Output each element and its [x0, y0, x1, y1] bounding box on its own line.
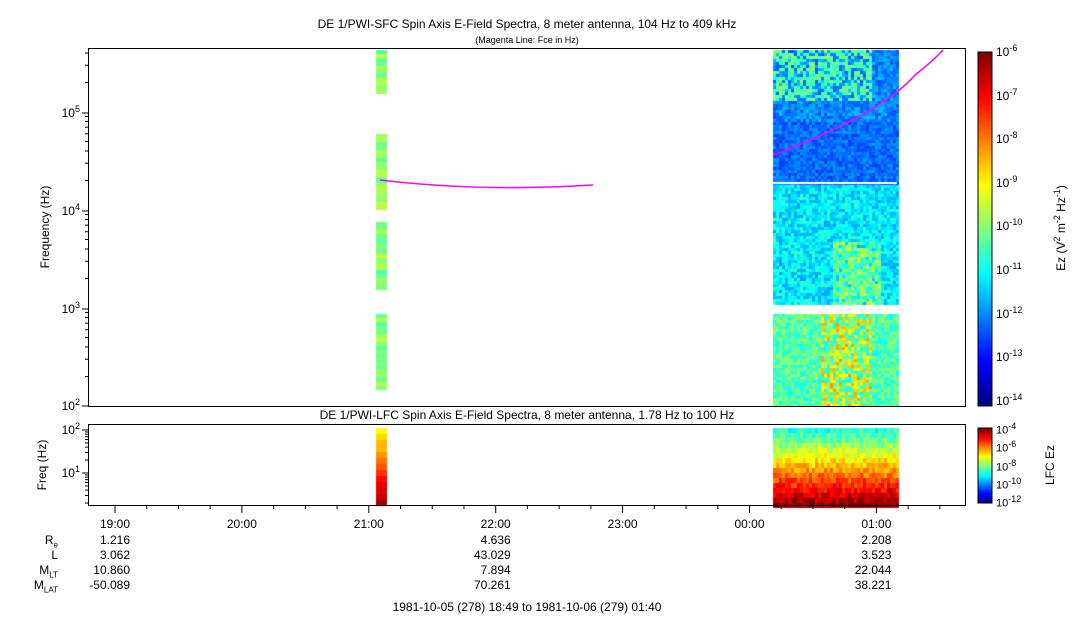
lfc-colorbar-tick: 10-4 [996, 421, 1017, 437]
lfc-colorbar-label: LFC Ez [1043, 445, 1057, 486]
sfc-title: DE 1/PWI-SFC Spin Axis E-Field Spectra, … [317, 17, 737, 31]
ephemeris-value: 7.894 [480, 563, 511, 577]
ephemeris-value: 70.261 [473, 578, 511, 592]
sfc-colorbar-tick: 10-12 [996, 304, 1023, 321]
x-tick-label: 22:00 [480, 517, 511, 531]
lfc-colorbar-tick: 10-12 [996, 494, 1022, 510]
ephemeris-value: 4.636 [480, 533, 511, 547]
ephemeris-value: 10.860 [93, 563, 130, 577]
ephemeris-value: 1.216 [99, 533, 130, 547]
ephemeris-label: Re [44, 533, 58, 550]
sfc-colorbar [977, 51, 993, 407]
sfc-colorbar-label: Ez (V2 m-2 Hz-1) [1052, 185, 1068, 271]
sfc-colorbar-tick: 10-13 [996, 348, 1023, 365]
sfc-plot-frame [88, 48, 966, 407]
lfc-plot-frame [88, 424, 966, 506]
x-tick-label: 00:00 [734, 517, 765, 531]
x-tick-label: 19:00 [99, 517, 131, 531]
x-tick-label: 20:00 [226, 517, 257, 531]
lfc-colorbar [977, 427, 993, 504]
x-tick-label: 21:00 [353, 517, 384, 531]
lfc-colorbar-tick: 10-8 [996, 457, 1017, 474]
sfc-colorbar-tick: 10-7 [996, 86, 1018, 103]
sfc-y-tick-label: 103 [61, 300, 80, 316]
ephemeris-label: MLT [39, 563, 58, 580]
sfc-colorbar-tick: 10-9 [996, 173, 1018, 190]
sfc-colorbar-tick: 10-6 [996, 43, 1018, 59]
ephemeris-value: 22.044 [854, 563, 892, 577]
sfc-y-tick-label: 104 [61, 202, 80, 218]
lfc-colorbar-tick: 10-10 [996, 475, 1022, 492]
ephemeris-value: 3.523 [861, 548, 892, 562]
lfc-y-tick-label: 101 [61, 464, 80, 480]
fce-line-segment [379, 179, 594, 189]
sfc-y-tick-label: 102 [61, 397, 80, 413]
sfc-colorbar-tick: 10-11 [996, 261, 1022, 277]
ephemeris-value: 2.208 [861, 533, 892, 547]
ephemeris-value: 43.029 [473, 548, 511, 562]
sfc-y-label: Frequency (Hz) [38, 185, 52, 269]
sfc-colorbar-tick: 10-8 [996, 130, 1018, 147]
sfc-subtitle: (Magenta Line: Fce in Hz) [475, 35, 579, 45]
ephemeris-value: -50.089 [89, 578, 130, 592]
sfc-colorbar-tick: 10-14 [996, 391, 1023, 408]
ephemeris-value: 38.221 [854, 578, 892, 592]
lfc-colorbar-tick: 10-6 [996, 439, 1017, 455]
x-tick-label: 01:00 [861, 517, 892, 531]
sfc-y-tick-label: 105 [61, 104, 80, 120]
ephemeris-label: MLAT [33, 578, 58, 595]
ephemeris-value: 3.062 [99, 548, 130, 562]
time-range: 1981-10-05 (278) 18:49 to 1981-10-06 (27… [392, 600, 662, 614]
ephemeris-label: L [51, 548, 58, 562]
sfc-colorbar-tick: 10-10 [996, 217, 1023, 234]
lfc-y-tick-label: 102 [61, 421, 80, 437]
lfc-title: DE 1/PWI-LFC Spin Axis E-Field Spectra, … [319, 408, 735, 422]
x-tick-label: 23:00 [607, 517, 638, 531]
fce-line-segment [772, 49, 944, 156]
